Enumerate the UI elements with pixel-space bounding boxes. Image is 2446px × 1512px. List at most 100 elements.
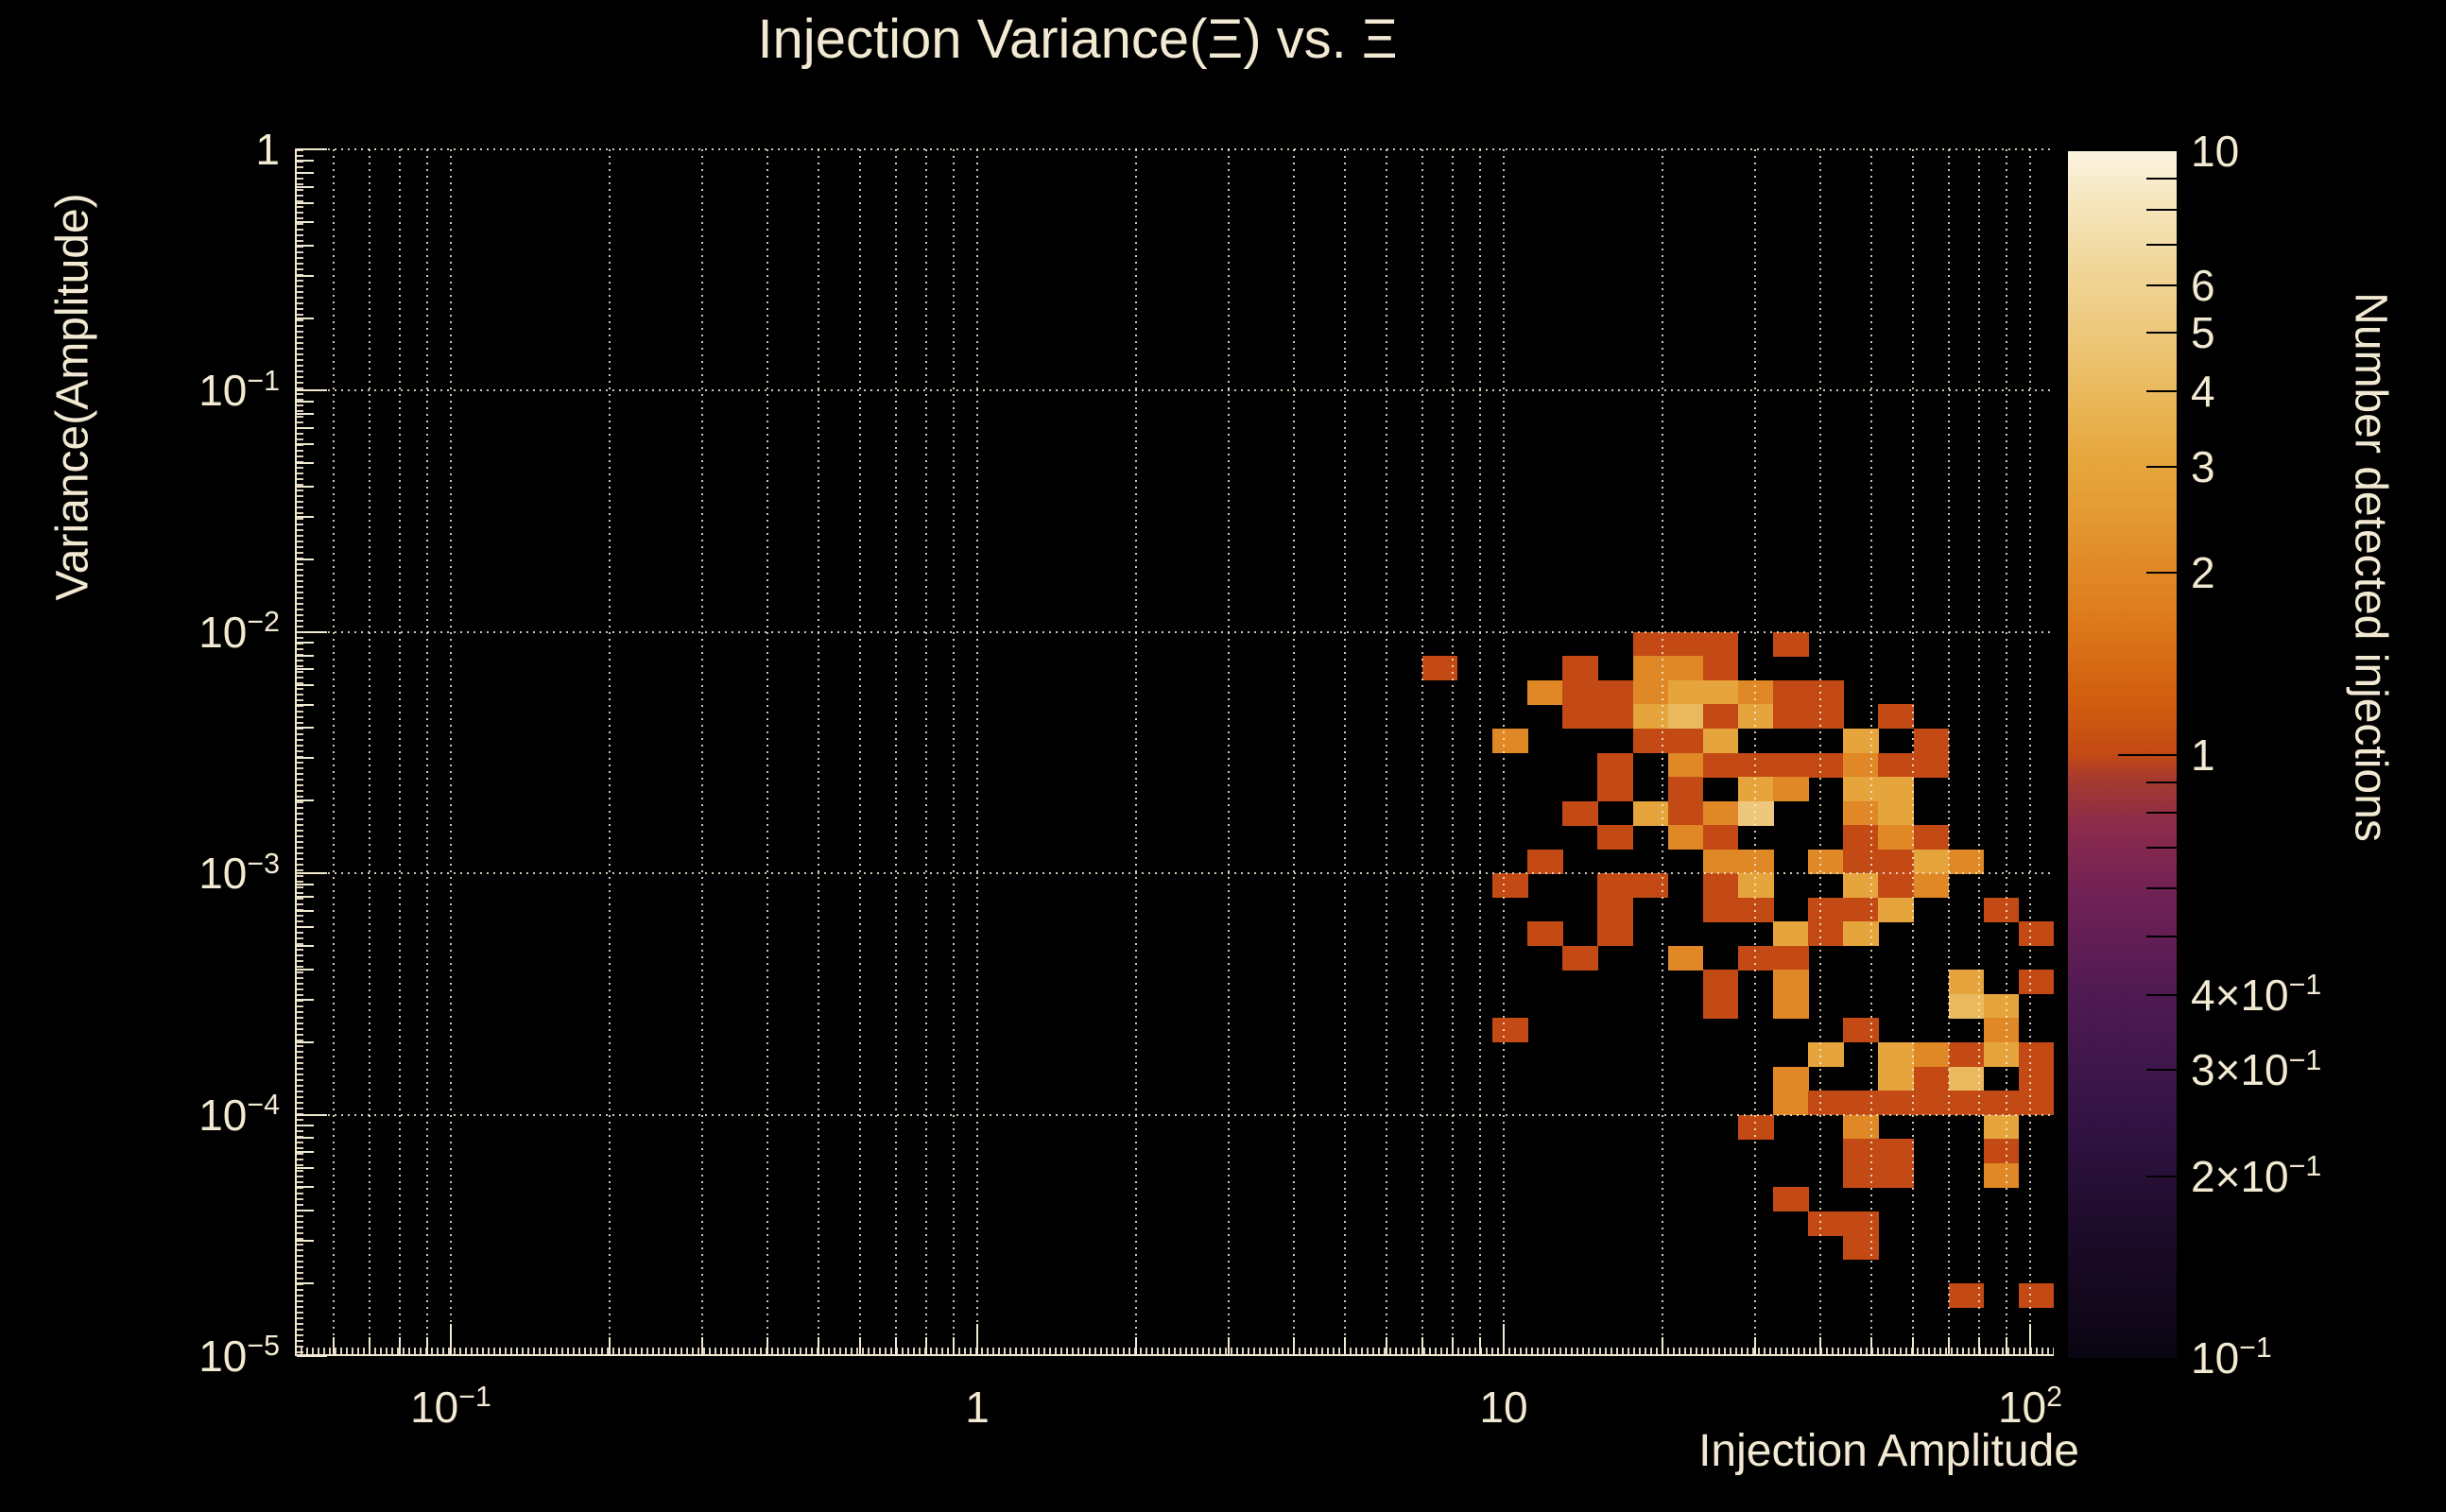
heatmap-cell [1878,752,1915,778]
x-tick-label: 10−1 [410,1382,491,1432]
heatmap-cell [1773,631,1809,657]
gridline-vertical [399,149,402,1356]
y-minor-tick [297,1210,314,1212]
heatmap-cell [1913,1091,1950,1116]
chart-title: Injection Variance(Ξ) vs. Ξ [757,9,1398,70]
heatmap-cell [1878,825,1915,850]
y-minor-tick [297,515,314,518]
heatmap-cell [1773,752,1809,778]
y-minor-tick [297,171,314,174]
heatmap-cell [1667,704,1704,730]
heatmap-cell [1983,1139,2020,1164]
y-minor-tick [297,727,314,730]
heatmap-cell [1597,897,1633,922]
heatmap-cell [1667,728,1704,753]
y-minor-tick [297,1151,314,1154]
gridline-vertical [1870,149,1873,1356]
gridline-vertical [1661,149,1663,1356]
colorbar-title: Number detected injections [2345,292,2396,842]
heatmap-cell [1808,1041,1844,1067]
gridline-vertical [1753,149,1756,1356]
colorbar-tick [2146,178,2177,180]
heatmap-cell [2018,1283,2055,1309]
gridline-vertical [1978,149,1981,1356]
y-minor-tick [297,968,314,971]
colorbar-tick [2146,284,2177,286]
heatmap-cell [1597,777,1633,802]
x-minor-tick [1452,1337,1455,1354]
gridline-vertical [1421,149,1423,1356]
colorbar-tick [2146,332,2177,335]
gridline-vertical [1503,149,1505,1356]
y-minor-tick [297,558,314,560]
y-tick-label: 10−3 [198,848,280,899]
x-minor-tick [1912,1337,1915,1354]
heatmap-cell [1843,1114,1879,1140]
colorbar-tick [2146,208,2177,211]
x-minor-tick [333,1337,336,1354]
y-minor-tick [297,895,314,898]
colorbar-gradient [2068,151,2177,1358]
x-minor-tick [952,1337,955,1354]
gridline-vertical [368,149,370,1356]
y-minor-tick [297,201,314,204]
heatmap-cell [1878,1066,1915,1091]
heatmap-cell [1983,1041,2020,1067]
gridline-vertical [608,149,611,1356]
x-minor-tick [1227,1337,1230,1354]
heatmap-cell [1702,873,1739,899]
heatmap-cell [1773,704,1809,730]
x-minor-tick [1344,1337,1347,1354]
y-minor-tick [297,401,314,404]
gridline-vertical [1452,149,1455,1356]
gridline-vertical [1134,149,1137,1356]
x-major-tick [976,1324,978,1354]
heatmap-cell [1773,993,1809,1019]
y-minor-tick [297,274,314,277]
heatmap-cell [1562,679,1598,705]
heatmap-cell [1913,873,1950,899]
heatmap-cell [1527,849,1563,874]
heatmap-cell [1983,1162,2020,1188]
gridline-vertical [2029,149,2031,1356]
heatmap-cell [1808,897,1844,922]
y-minor-tick [297,220,314,223]
heatmap-cell [1843,800,1879,826]
y-minor-tick [297,1240,314,1243]
heatmap-cell [1667,631,1704,657]
heatmap-cell [1913,728,1950,753]
heatmap-cell [1667,777,1704,802]
heatmap-cell [1983,897,2020,922]
heatmap-cell [1702,656,1739,681]
heatmap-cell [1913,752,1950,778]
heatmap-cell [1878,873,1915,899]
colorbar-tick [2146,781,2177,783]
y-minor-tick [297,185,314,188]
y-major-tick [297,148,327,150]
heatmap-cell [1983,1091,2020,1116]
gridline-vertical [1386,149,1388,1356]
heatmap-cell [1562,704,1598,730]
y-major-tick [297,389,327,392]
heatmap-cell [1667,752,1704,778]
heatmap-cell [1491,873,1528,899]
heatmap-cell [2018,921,2055,947]
colorbar-tick [2146,812,2177,815]
gridline-horizontal [295,148,2054,150]
y-minor-tick [297,998,314,1001]
y-axis-title: Variance(Amplitude) [47,193,98,601]
y-minor-tick [297,925,314,928]
x-minor-tick [767,1337,769,1354]
colorbar-tick [2146,572,2177,575]
heatmap-cell [1702,679,1739,705]
gridline-vertical [2005,149,2007,1356]
heatmap-cell [1702,825,1739,850]
colorbar-tick-label: 4×10−1 [2191,969,2322,1020]
y-minor-tick [297,883,314,885]
gridline-vertical [894,149,897,1356]
x-major-tick [1503,1324,1505,1354]
colorbar-tick-label: 2×10−1 [2191,1151,2322,1201]
y-minor-tick [297,909,314,912]
heatmap-cell [1843,873,1879,899]
heatmap-cell [1773,1091,1809,1116]
